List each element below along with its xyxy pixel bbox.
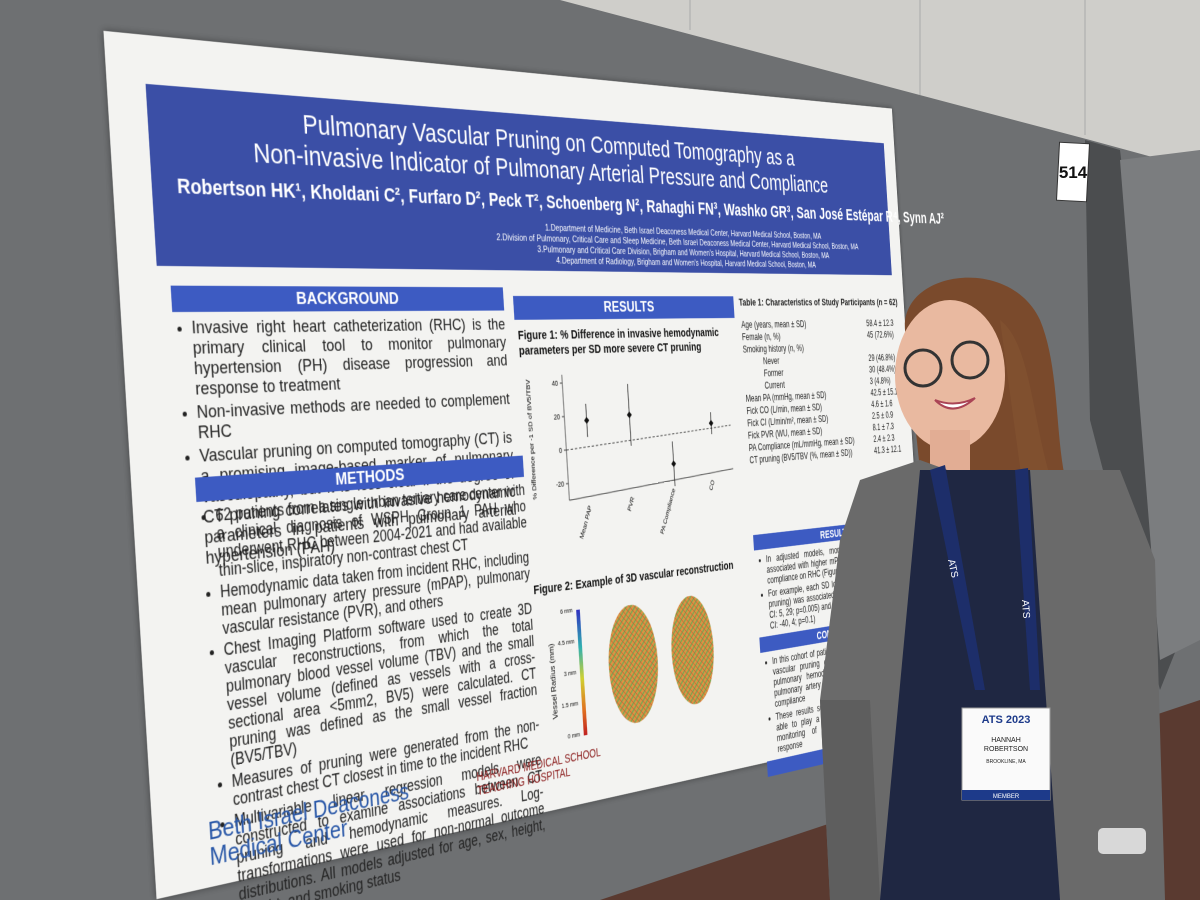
figure-1: % Difference per -1 SD of BV5/TBV 40200-2… <box>524 361 748 540</box>
badge <box>961 707 1051 801</box>
y-tick-label: -20 <box>556 479 565 489</box>
lanyard <box>1015 468 1040 690</box>
hair <box>1000 320 1075 540</box>
x-tick-label: CO <box>708 478 716 491</box>
smile <box>934 397 976 410</box>
lanyard <box>930 465 985 690</box>
watch <box>1098 828 1146 854</box>
badge-name: HANNAH <box>991 737 1021 744</box>
wall-panel <box>560 0 1200 170</box>
badge-location: BROOKLINE, MA <box>986 759 1026 765</box>
colorbar-tick: 3 mm <box>564 668 577 678</box>
colorbar-tick: 0 mm <box>568 730 581 740</box>
colorbar-label: Vessel Radius (mm) <box>547 643 559 720</box>
booth-number: 514 <box>1059 163 1088 182</box>
x-tick-label: PVR <box>626 495 636 512</box>
badge-name: ROBERTSON <box>984 746 1028 753</box>
lanyard-text: ATS <box>1019 599 1031 619</box>
face <box>895 300 1005 450</box>
colorbar-tick: 6 mm <box>560 606 573 616</box>
badge-event: ATS 2023 <box>982 714 1031 726</box>
badge-stripe <box>962 790 1050 800</box>
poster: Pulmonary Vascular Pruning on Computed T… <box>103 30 944 900</box>
glasses <box>903 348 943 388</box>
figure-2: Vessel Radius (mm) 6 mm 4.5 mm 3 mm 1.5 mm 0… <box>547 593 717 740</box>
glasses <box>950 340 990 380</box>
badge-role: MEMBER <box>993 794 1020 800</box>
colorbar-tick: 4.5 mm <box>558 637 575 648</box>
y-tick-label: 40 <box>551 379 558 388</box>
y-tick-label: 0 <box>559 446 563 455</box>
colorbar-tick: 1.5 mm <box>561 699 578 710</box>
side-board <box>1120 150 1200 660</box>
results-section: RESULTS Figure 1: % Difference in invasi… <box>512 295 759 764</box>
y-tick-label: 20 <box>554 412 561 421</box>
arm <box>820 700 880 900</box>
lanyard-text: ATS <box>945 558 960 579</box>
booth-card <box>1055 141 1091 203</box>
